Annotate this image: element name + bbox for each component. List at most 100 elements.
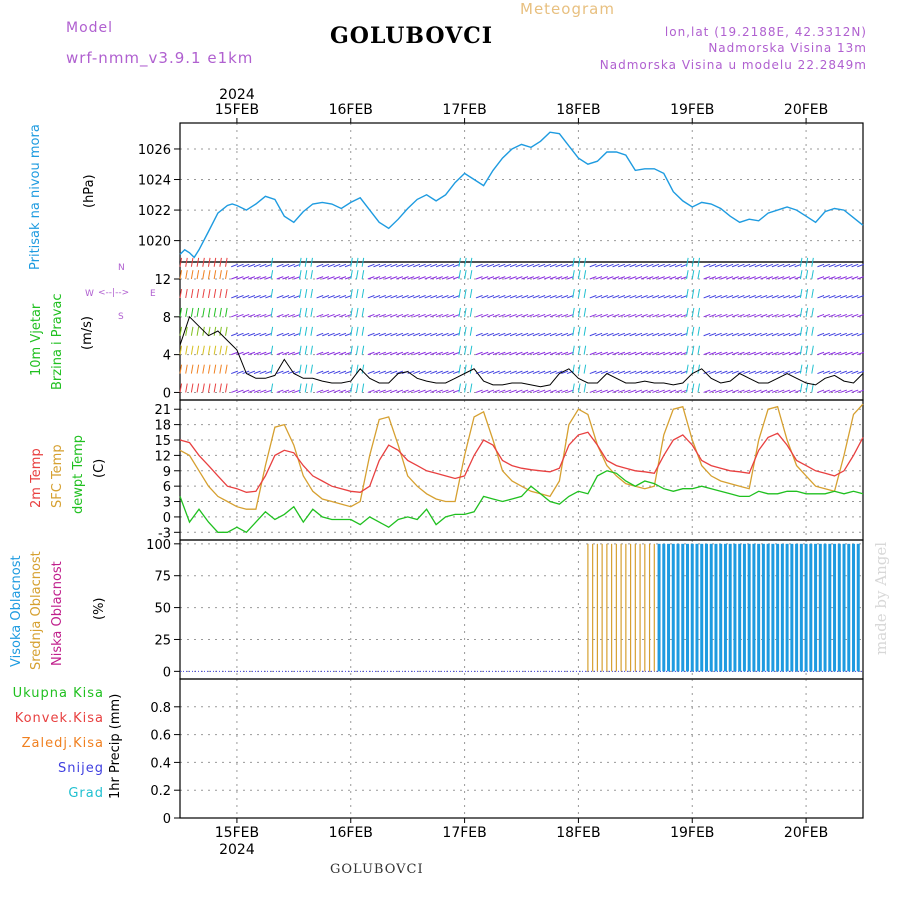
- wind-barb: [788, 313, 796, 318]
- wind-barb: [777, 370, 785, 375]
- wind-barb: [663, 389, 671, 393]
- wind-barb: [196, 364, 200, 374]
- wind-barb: [379, 351, 386, 356]
- wind-barb: [384, 370, 392, 375]
- precip-legend-freezing: Zaledj.Kisa: [21, 736, 104, 751]
- wind-barb: [322, 370, 330, 375]
- wind-barb: [595, 313, 603, 318]
- wind-barb: [720, 332, 728, 337]
- wind-barb: [407, 332, 415, 337]
- wind-barb: [652, 389, 660, 393]
- wind-barb: [652, 370, 660, 375]
- wind-barb: [282, 389, 290, 393]
- wind-barb: [675, 313, 682, 318]
- wind-barb: [851, 295, 859, 299]
- wind-barb: [207, 364, 211, 374]
- wind-barb: [822, 313, 830, 318]
- panel-cloud: 0 25 50 75 100: [146, 538, 864, 680]
- wind-barb: [669, 351, 677, 356]
- wind-barb: [817, 332, 825, 337]
- wind-barb: [612, 295, 620, 299]
- wind-barb: [817, 313, 825, 318]
- wind-barb: [515, 263, 523, 268]
- wind-barb: [595, 332, 603, 337]
- wind-barb: [504, 263, 512, 268]
- wind-barb: [691, 288, 695, 299]
- wind-barb: [492, 351, 500, 356]
- top-date-label: 20FEB: [784, 102, 828, 118]
- wind-barb: [640, 370, 648, 375]
- wind-barb: [384, 332, 392, 337]
- wind-barb: [794, 370, 802, 375]
- wind-barb: [236, 351, 244, 356]
- wind-barb: [379, 276, 386, 280]
- wind-barb: [379, 313, 386, 318]
- wind-barb: [737, 295, 745, 299]
- wind-barb: [509, 332, 517, 337]
- wind-barb: [527, 332, 534, 337]
- wind-barb: [322, 263, 330, 268]
- wind-barb: [743, 313, 751, 318]
- wind-barb: [680, 351, 688, 356]
- wind-barb: [657, 351, 665, 356]
- wind-barb: [304, 345, 308, 355]
- wind-barb: [731, 313, 739, 318]
- wind-barb: [475, 295, 483, 299]
- wind-barb: [333, 389, 341, 393]
- temp-2m-line: [179, 431, 864, 493]
- wind-barb: [430, 389, 438, 393]
- wind-barb: [498, 295, 506, 299]
- wind-barb: [635, 332, 643, 337]
- high-cloud-bar: [700, 543, 704, 672]
- top-date-label: 15FEB: [215, 102, 259, 118]
- wind-barbs: [179, 257, 865, 393]
- wind-barb: [601, 351, 608, 356]
- wind-barb: [430, 263, 438, 268]
- wind-barb: [231, 332, 238, 337]
- wind-barb: [720, 313, 728, 318]
- wind-barb: [811, 345, 814, 355]
- wind-barb: [418, 332, 426, 337]
- wind-barb: [384, 351, 392, 356]
- wind-barb: [572, 257, 575, 267]
- wind-barb: [805, 257, 809, 267]
- wind-barb: [532, 263, 540, 268]
- wind-barb: [720, 263, 728, 268]
- wind-barb: [731, 351, 739, 356]
- wind-barb: [344, 295, 352, 299]
- wind-barb: [475, 332, 483, 337]
- wind-barb: [766, 332, 773, 337]
- wind-barb: [788, 370, 796, 375]
- wind-barb: [435, 263, 443, 268]
- wind-barb: [498, 370, 506, 375]
- wind-barb: [207, 270, 211, 280]
- wind-barb: [367, 370, 375, 375]
- wind-barb: [623, 351, 631, 356]
- wind-barb: [327, 389, 335, 393]
- wind-barb: [287, 263, 295, 268]
- wind-barb: [390, 332, 398, 337]
- wind-barb: [532, 370, 540, 375]
- wind-barb: [231, 370, 238, 375]
- wind-barb: [675, 276, 682, 280]
- wind-barb: [555, 295, 563, 299]
- wind-barb: [407, 295, 415, 299]
- wind-barb: [282, 295, 290, 299]
- wind-barb: [646, 370, 654, 375]
- wind-barb: [640, 313, 648, 318]
- wind-barb: [686, 270, 689, 280]
- wind-barb: [663, 263, 671, 268]
- model-name: wrf-nmm_v3.9.1 e1km: [66, 49, 254, 67]
- wind-barb: [464, 326, 467, 336]
- wind-barb: [731, 295, 739, 299]
- wind-barb: [248, 370, 256, 375]
- wind-barb: [464, 270, 467, 280]
- wind-barb: [794, 263, 802, 268]
- wind-barb: [822, 389, 830, 393]
- wind-barb: [379, 370, 386, 375]
- bottom-year-label: 2024: [219, 842, 255, 858]
- wind-barb: [527, 351, 534, 356]
- wind-barb: [697, 364, 700, 374]
- wind-barb: [646, 313, 654, 318]
